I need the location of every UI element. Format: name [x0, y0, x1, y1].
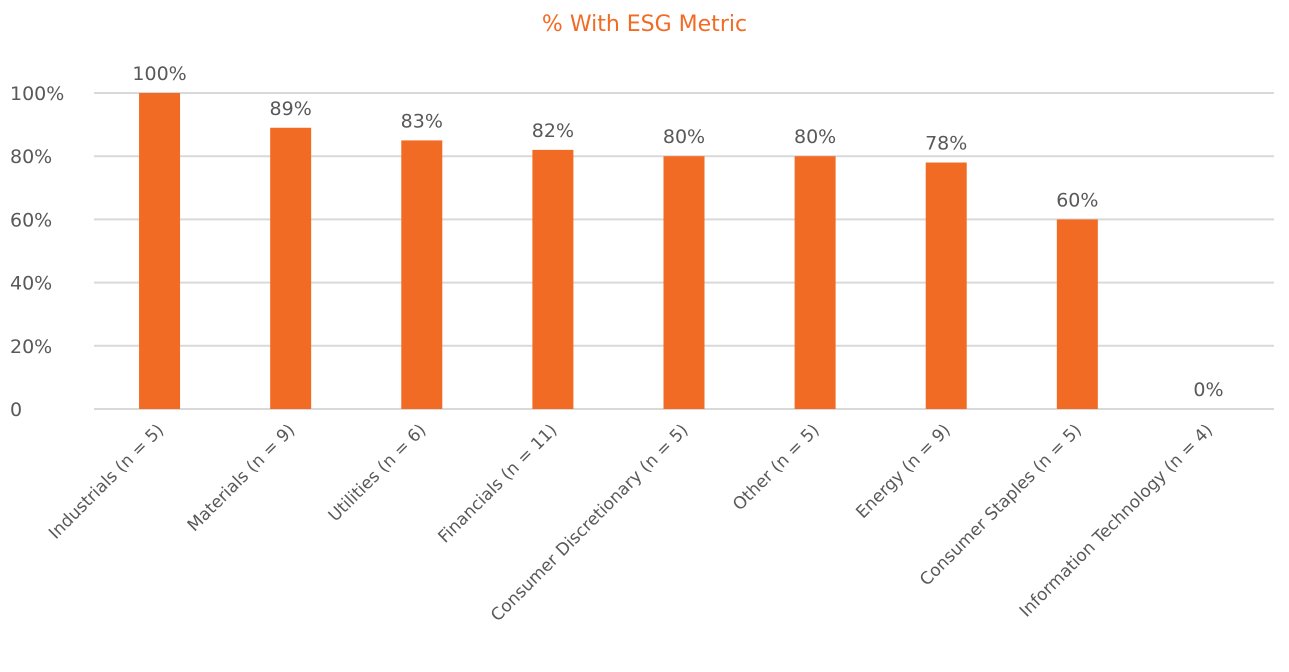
- bar: [270, 127, 312, 409]
- y-tick-label: 60%: [10, 209, 52, 231]
- bar: [794, 156, 836, 409]
- data-label: 80%: [794, 126, 836, 148]
- y-axis-ticks: 0 20% 40% 60% 80% 100%: [10, 83, 64, 421]
- bar: [532, 149, 574, 409]
- category-label: Utilities (n = 6): [325, 420, 431, 526]
- category-label: Energy (n = 9): [852, 420, 954, 522]
- category-label: Financials (n = 11): [435, 420, 562, 547]
- data-label: 78%: [925, 133, 967, 155]
- y-tick-label: 20%: [10, 336, 52, 358]
- bar: [663, 156, 705, 409]
- data-label: 82%: [532, 120, 574, 142]
- data-label: 100%: [132, 63, 186, 85]
- bar: [139, 93, 181, 409]
- bar: [925, 162, 967, 409]
- data-label: 0%: [1193, 379, 1223, 401]
- data-labels: 100% 89% 83% 82% 80% 80% 78% 60% 0%: [132, 63, 1223, 401]
- category-label: Materials (n = 9): [184, 420, 299, 535]
- category-label: Industrials (n = 5): [45, 420, 168, 543]
- y-tick-label: 80%: [10, 146, 52, 168]
- bar: [1056, 219, 1098, 409]
- x-axis-labels: Industrials (n = 5) Materials (n = 9) Util…: [45, 420, 1217, 625]
- category-label: Other (n = 5): [729, 420, 823, 514]
- chart-title: % With ESG Metric: [541, 12, 748, 37]
- data-label: 89%: [270, 98, 312, 120]
- data-label: 83%: [401, 110, 443, 132]
- data-label: 80%: [663, 126, 705, 148]
- bar: [401, 140, 443, 409]
- y-tick-label: 40%: [10, 273, 52, 295]
- y-tick-label: 100%: [10, 83, 64, 105]
- bars: [139, 93, 1098, 409]
- y-tick-label: 0: [10, 399, 22, 421]
- data-label: 60%: [1056, 189, 1098, 211]
